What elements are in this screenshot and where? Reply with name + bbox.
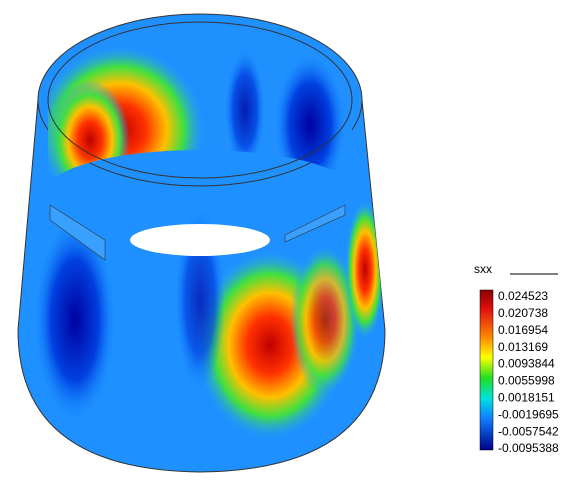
legend-tick-label: 0.024523 xyxy=(498,289,548,303)
legend-tick-label: -0.0095388 xyxy=(498,441,559,455)
legend-tick-label: -0.0019695 xyxy=(498,407,559,421)
legend-tick-label: 0.020738 xyxy=(498,306,548,320)
color-bar xyxy=(479,289,494,451)
legend-title: sxx xyxy=(474,262,492,276)
legend-ticks: 0.024523 0.020738 0.016954 0.013169 0.009384… xyxy=(498,289,559,455)
legend: sxx 0.024523 0.020738 0.016954 0.013169 0.00… xyxy=(474,262,559,455)
model xyxy=(17,13,386,473)
legend-tick-label: 0.0018151 xyxy=(498,391,555,405)
legend-tick-label: 0.016954 xyxy=(498,323,548,337)
legend-tick-label: 0.0055998 xyxy=(498,374,555,388)
legend-tick-label: 0.0093844 xyxy=(498,357,555,371)
legend-tick-label: -0.0057542 xyxy=(498,424,559,438)
legend-tick-label: 0.013169 xyxy=(498,340,548,354)
